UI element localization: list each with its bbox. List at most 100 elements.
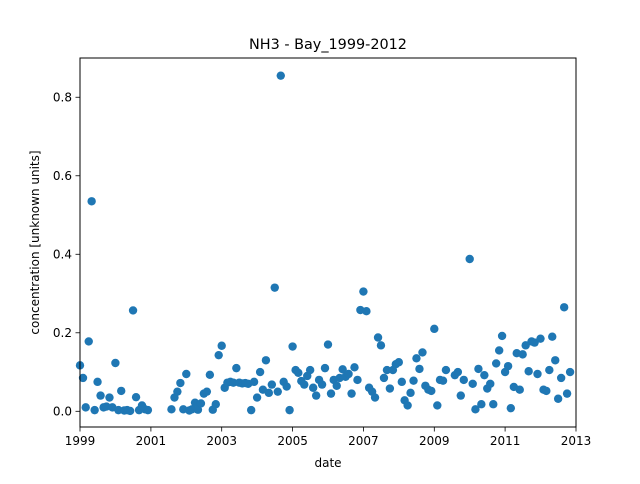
data-point — [468, 379, 477, 389]
data-point — [90, 405, 99, 415]
data-point — [117, 386, 126, 396]
data-point — [282, 382, 291, 391]
data-point — [338, 365, 347, 374]
data-point — [305, 365, 315, 375]
data-point — [515, 385, 524, 394]
data-point — [359, 287, 368, 296]
data-point — [559, 303, 569, 312]
data-point — [205, 370, 215, 379]
data-point — [196, 399, 206, 408]
x-tick-label: 2003 — [206, 434, 237, 448]
data-point — [430, 324, 439, 334]
data-point — [193, 405, 203, 414]
data-point — [474, 364, 483, 374]
y-tick-label: 0.2 — [53, 326, 72, 340]
data-point — [273, 387, 282, 396]
data-point — [350, 363, 359, 372]
data-point — [415, 364, 424, 374]
data-point — [344, 369, 353, 379]
data-point — [518, 350, 527, 359]
data-point — [211, 400, 220, 409]
data-point — [406, 388, 415, 398]
data-point — [562, 389, 572, 398]
data-point — [255, 367, 265, 377]
x-axis-label: date — [314, 456, 341, 470]
x-tick-label: 2011 — [490, 434, 521, 448]
data-point — [308, 383, 318, 392]
data-point — [202, 387, 212, 396]
data-point — [456, 391, 465, 400]
data-point — [249, 377, 259, 387]
data-point — [542, 386, 551, 396]
data-point — [173, 387, 182, 396]
x-tick-label: 2005 — [277, 434, 308, 448]
data-point — [131, 392, 141, 402]
x-tick-label: 2001 — [136, 434, 167, 448]
data-point — [276, 71, 285, 80]
data-point — [267, 380, 277, 389]
data-point — [438, 376, 448, 385]
data-points — [75, 71, 575, 416]
y-tick-label: 0.4 — [53, 248, 72, 262]
data-point — [370, 393, 380, 402]
data-point — [433, 401, 442, 410]
data-point — [232, 363, 241, 373]
data-point — [565, 367, 575, 377]
data-point — [347, 389, 356, 398]
x-tick-label: 1999 — [65, 434, 96, 448]
data-point — [128, 306, 138, 315]
data-point — [353, 375, 362, 385]
data-point — [246, 405, 256, 415]
plot-frame — [79, 57, 577, 428]
data-point — [459, 375, 468, 385]
data-point — [229, 378, 238, 387]
data-point — [418, 348, 427, 357]
data-point — [105, 393, 114, 402]
x-axis-ticks: 1999 2001 2003 2005 2007 2009 2011 2013 — [65, 427, 592, 448]
data-point — [506, 403, 516, 413]
data-point — [311, 391, 321, 400]
data-point — [320, 363, 330, 373]
data-point — [143, 405, 153, 415]
data-point — [551, 356, 560, 365]
data-point — [548, 332, 557, 341]
data-point — [530, 338, 539, 347]
data-point — [394, 358, 403, 367]
data-point — [536, 334, 545, 343]
x-tick-label: 2013 — [561, 434, 592, 448]
data-point — [441, 365, 451, 375]
data-point — [376, 341, 386, 350]
data-point — [261, 356, 271, 365]
data-point — [111, 358, 120, 368]
data-point — [403, 401, 412, 410]
data-point — [533, 369, 542, 379]
data-point — [362, 307, 371, 316]
x-tick-label: 2009 — [419, 434, 450, 448]
data-point — [87, 197, 96, 206]
data-point — [524, 367, 533, 376]
data-point — [373, 333, 383, 342]
data-point — [521, 341, 530, 350]
data-point — [477, 400, 486, 409]
data-point — [397, 377, 407, 387]
data-point — [182, 369, 191, 379]
y-axis-label: concentration [unknown units] — [28, 150, 42, 334]
data-point — [497, 331, 507, 341]
data-point — [84, 337, 93, 346]
data-point — [491, 359, 501, 368]
data-point — [409, 376, 418, 385]
chart-title: NH3 - Bay_1999-2012 — [249, 37, 407, 53]
data-point — [323, 340, 333, 349]
data-point — [167, 405, 176, 414]
data-point — [78, 373, 88, 383]
data-point — [553, 394, 563, 403]
data-point — [503, 361, 513, 371]
data-point — [556, 373, 566, 383]
data-point — [252, 393, 262, 402]
data-point — [317, 380, 327, 389]
data-point — [412, 354, 421, 363]
y-tick-label: 0.6 — [53, 169, 72, 183]
data-point — [288, 342, 297, 351]
